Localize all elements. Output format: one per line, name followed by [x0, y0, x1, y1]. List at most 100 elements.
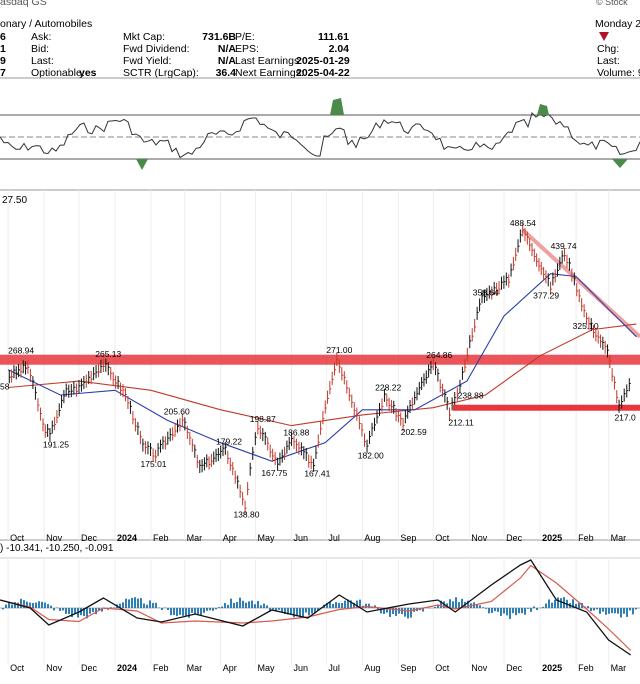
macd-histogram-bar [167, 608, 169, 610]
macd-histogram-bar [527, 608, 529, 609]
macd-histogram-bar [188, 608, 190, 618]
macd-histogram-bar [2, 608, 4, 610]
macd-histogram-bar [50, 605, 52, 608]
macd-histogram-bar [587, 606, 589, 608]
mktcap-label: Mkt Cap: [123, 31, 166, 43]
macd-histogram-bar [437, 604, 439, 608]
macd-histogram-bar [530, 608, 532, 612]
macd-histogram-bar [536, 608, 538, 611]
macd-histogram-bar [95, 608, 97, 615]
x-tick-label: Oct [435, 533, 450, 543]
price-scale-label: 27.50 [2, 195, 28, 206]
price-annotation: 186.88 [283, 427, 309, 437]
macd-histogram-bar [296, 608, 298, 617]
price-annotation: 58 [0, 382, 10, 392]
macd-histogram-bar [98, 608, 100, 611]
x-tick-label: 2024 [117, 533, 137, 543]
price-annotation: 439.74 [551, 241, 577, 251]
price-annotation: 228.22 [375, 383, 401, 393]
macd-histogram-bar [347, 599, 349, 608]
macd-histogram-bar [227, 604, 229, 608]
macd-histogram-bar [32, 602, 34, 608]
macd-histogram-bar [635, 608, 637, 610]
macd-histogram-bar [524, 608, 526, 615]
price-annotation: 377.29 [533, 291, 559, 301]
x-tick-label: May [258, 533, 276, 543]
macd-histogram-bar [455, 597, 457, 608]
macd-histogram-bar [617, 608, 619, 614]
macd-histogram-bar [503, 608, 505, 614]
x-tick-label: Oct [435, 663, 450, 673]
macd-histogram-bar [548, 599, 550, 608]
macd-histogram-bar [338, 603, 340, 608]
rsi-oversold-fill [612, 159, 628, 168]
macd-histogram-bar [458, 602, 460, 608]
price-annotation: 217.0 [614, 413, 636, 423]
macd-histogram-bar [614, 608, 616, 614]
macd-histogram-bar [479, 605, 481, 608]
sma50-line [7, 273, 637, 462]
x-tick-label: Apr [223, 533, 237, 543]
macd-histogram-bar [86, 608, 88, 619]
x-tick-label: Apr [223, 663, 237, 673]
macd-histogram-bar [401, 608, 403, 615]
x-tick-label: Nov [46, 663, 63, 673]
macd-histogram-bar [29, 602, 31, 608]
last-earnings-label: Last Earnings: [235, 55, 303, 67]
macd-histogram-bar [311, 608, 313, 614]
sctr-label: SCTR (LrgCap): [123, 67, 199, 79]
macd-histogram-bar [608, 608, 610, 614]
macd-histogram-bar [353, 602, 355, 608]
macd-histogram-bar [335, 602, 337, 608]
macd-histogram-bar [629, 608, 631, 611]
macd-histogram-bar [341, 603, 343, 608]
macd-histogram-bar [119, 603, 121, 608]
macd-legend-text: ) -10.341, -10.250, -0.091 [0, 543, 114, 554]
macd-histogram-bar [173, 608, 175, 615]
macd-histogram-bar [149, 600, 151, 608]
macd-histogram-bar [92, 608, 94, 612]
x-tick-label: 2024 [117, 663, 137, 673]
x-tick-label: Mar [611, 533, 627, 543]
macd-histogram-bar [623, 608, 625, 614]
macd-histogram-bar [374, 605, 376, 608]
macd-histogram-bar [512, 608, 514, 614]
macd-histogram-bar [560, 598, 562, 608]
macd-histogram-bar [434, 606, 436, 608]
macd-histogram-bar [251, 600, 253, 608]
eps-label: EPS: [235, 43, 259, 55]
macd-histogram-bar [293, 608, 295, 618]
macd-histogram-bar [191, 608, 193, 613]
left-value-2: 1 [0, 43, 6, 55]
macd-histogram-bar [302, 608, 304, 618]
macd-histogram-bar [494, 608, 496, 612]
macd-histogram-bar [59, 608, 61, 611]
x-tick-label: Jun [294, 663, 309, 673]
macd-histogram-bar [128, 599, 130, 608]
price-annotation: 138.80 [233, 510, 259, 520]
x-tick-label: Feb [578, 533, 594, 543]
left-value-4: 7 [0, 67, 6, 79]
x-tick-label: 2025 [542, 663, 562, 673]
macd-histogram-bar [575, 603, 577, 608]
macd-histogram-bar [599, 608, 601, 614]
macd-histogram-bar [272, 608, 274, 610]
x-tick-label: Nov [471, 663, 488, 673]
macd-histogram-bar [422, 608, 424, 612]
macd-histogram-bar [515, 608, 517, 616]
support-band [452, 404, 640, 411]
macd-histogram-bar [269, 608, 271, 612]
macd-histogram-bar [8, 601, 10, 608]
price-annotation: 205.60 [164, 407, 190, 417]
macd-histogram-bar [500, 608, 502, 616]
rsi-oversold-fill [136, 159, 148, 170]
macd-histogram-bar [74, 608, 76, 614]
rsi-overbought-fill [330, 98, 344, 115]
macd-histogram-bar [83, 608, 85, 617]
date-label: Monday 21 [595, 18, 640, 30]
macd-histogram-bar [242, 600, 244, 608]
macd-histogram-bar [23, 600, 25, 608]
macd-histogram-bar [359, 599, 361, 608]
macd-histogram-bar [533, 606, 535, 608]
macd-histogram-bar [260, 605, 262, 608]
